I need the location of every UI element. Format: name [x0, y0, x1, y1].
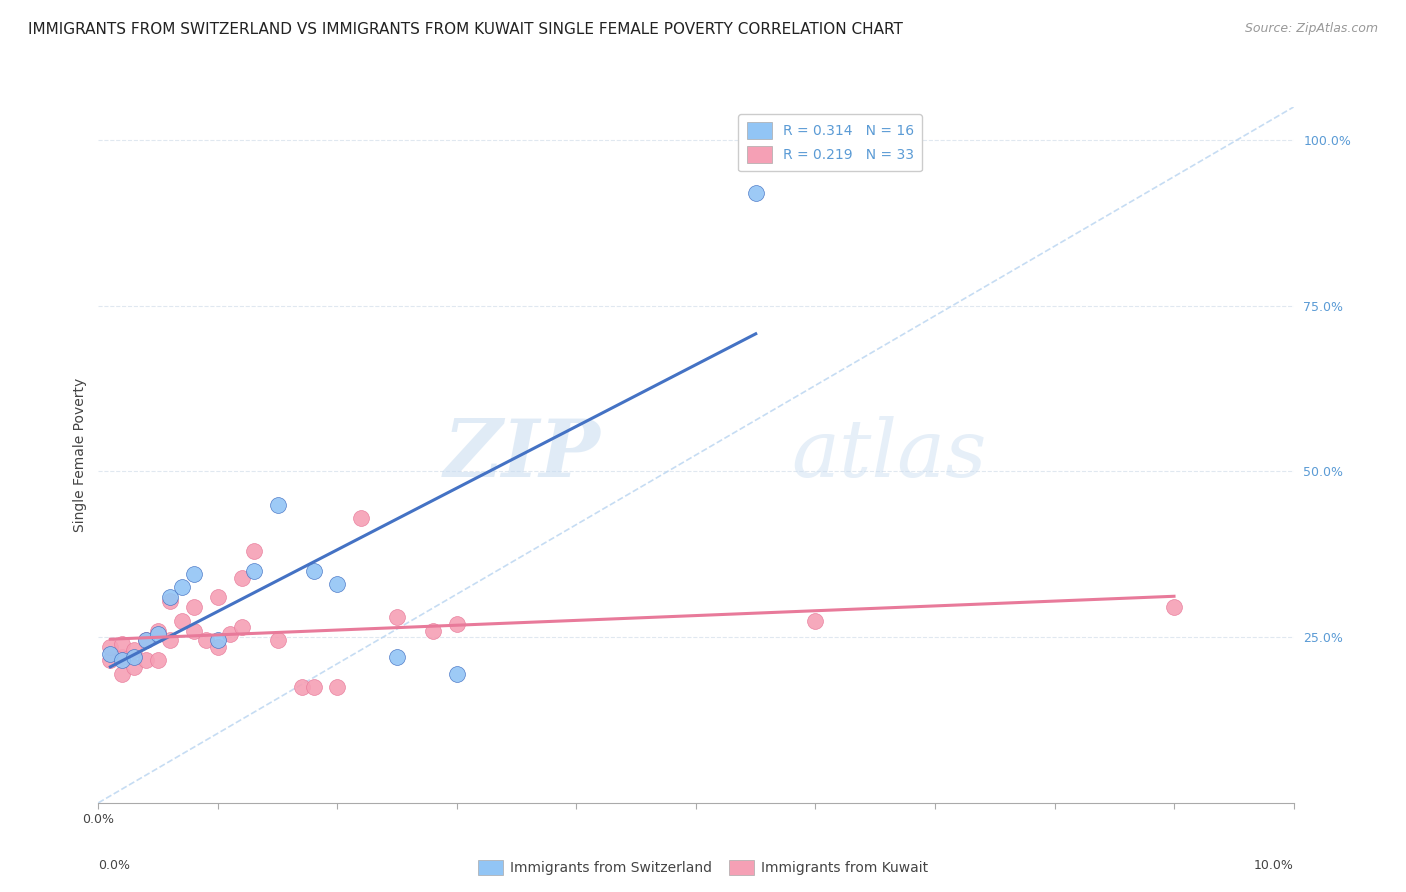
Point — [207, 591, 229, 605]
Point — [159, 593, 181, 607]
Point — [243, 564, 266, 578]
Point — [231, 570, 253, 584]
Point — [385, 650, 409, 665]
Point — [267, 498, 290, 512]
Point — [385, 610, 409, 624]
Point — [326, 680, 349, 694]
Point — [231, 620, 253, 634]
Point — [183, 567, 205, 582]
Point — [350, 511, 373, 525]
Point — [111, 637, 134, 651]
Point — [148, 624, 170, 638]
Text: ZIP: ZIP — [443, 417, 600, 493]
Legend: R = 0.314   N = 16, R = 0.219   N = 33: R = 0.314 N = 16, R = 0.219 N = 33 — [738, 114, 922, 171]
Point — [183, 600, 205, 615]
Point — [111, 650, 134, 665]
Point — [148, 653, 170, 667]
Point — [302, 680, 325, 694]
Point — [100, 640, 122, 654]
Point — [207, 633, 229, 648]
Point — [124, 660, 146, 674]
Point — [148, 627, 170, 641]
Point — [135, 653, 157, 667]
Point — [302, 564, 325, 578]
Point — [111, 653, 134, 667]
Text: 10.0%: 10.0% — [1254, 859, 1294, 871]
Point — [135, 633, 157, 648]
Point — [124, 650, 146, 665]
Y-axis label: Single Female Poverty: Single Female Poverty — [73, 378, 87, 532]
Point — [172, 614, 194, 628]
Point — [219, 627, 242, 641]
Text: atlas: atlas — [792, 417, 987, 493]
Point — [804, 614, 827, 628]
Point — [422, 624, 444, 638]
Point — [195, 633, 218, 648]
Point — [111, 666, 134, 681]
Point — [100, 647, 122, 661]
Point — [100, 653, 122, 667]
Point — [135, 633, 157, 648]
Text: 0.0%: 0.0% — [98, 859, 131, 871]
Text: IMMIGRANTS FROM SWITZERLAND VS IMMIGRANTS FROM KUWAIT SINGLE FEMALE POVERTY CORR: IMMIGRANTS FROM SWITZERLAND VS IMMIGRANT… — [28, 22, 903, 37]
Legend: Immigrants from Switzerland, Immigrants from Kuwait: Immigrants from Switzerland, Immigrants … — [472, 855, 934, 880]
Point — [172, 581, 194, 595]
Point — [243, 544, 266, 558]
Point — [267, 633, 290, 648]
Point — [446, 666, 468, 681]
Text: Source: ZipAtlas.com: Source: ZipAtlas.com — [1244, 22, 1378, 36]
Point — [326, 577, 349, 591]
Point — [124, 643, 146, 657]
Point — [159, 633, 181, 648]
Point — [291, 680, 314, 694]
Point — [159, 591, 181, 605]
Point — [1163, 600, 1185, 615]
Point — [183, 624, 205, 638]
Point — [446, 616, 468, 631]
Point — [207, 640, 229, 654]
Point — [745, 186, 768, 201]
